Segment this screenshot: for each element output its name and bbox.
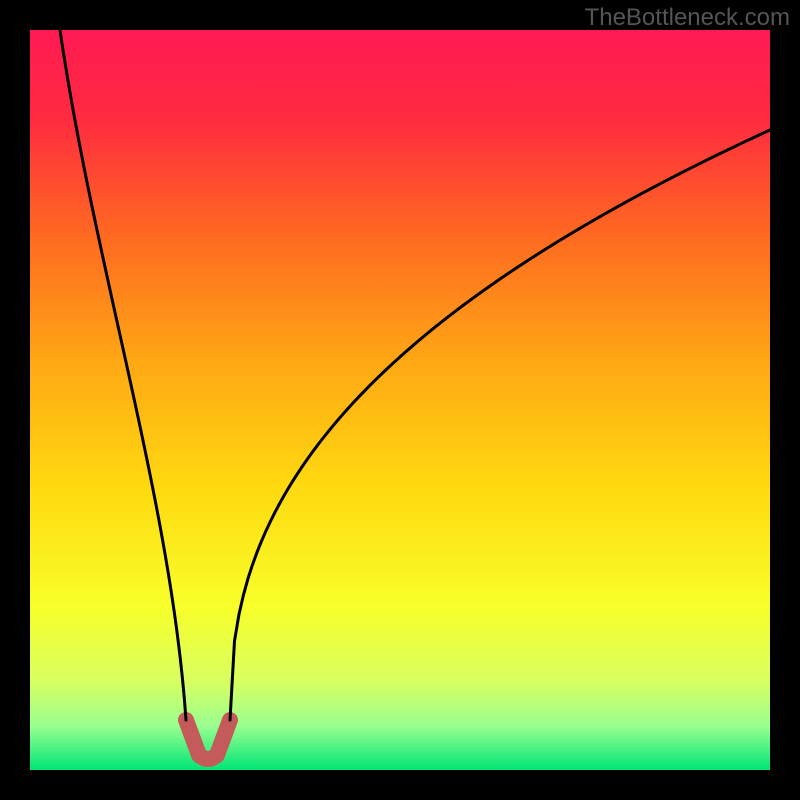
chart-svg	[0, 0, 800, 800]
plot-background	[30, 30, 770, 770]
watermark-text: TheBottleneck.com	[585, 4, 790, 32]
stage: TheBottleneck.com	[0, 0, 800, 800]
